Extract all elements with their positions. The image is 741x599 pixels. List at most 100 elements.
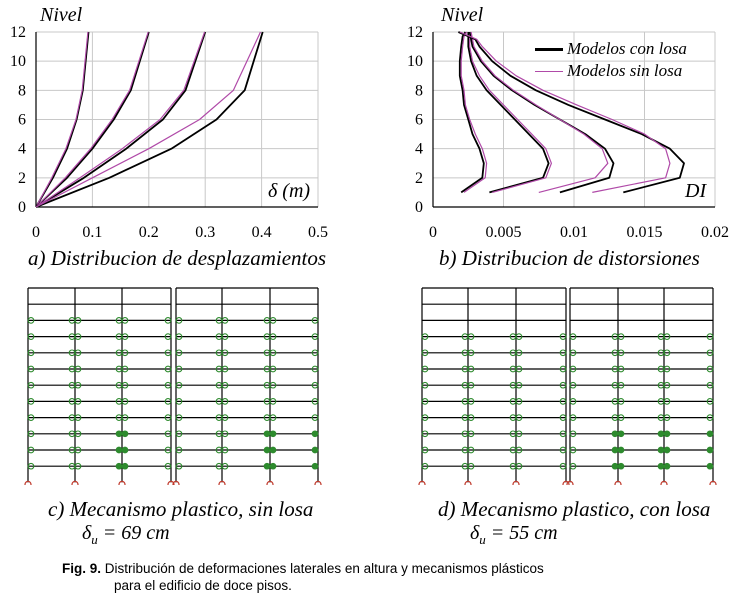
plastic-hinge bbox=[74, 349, 82, 357]
plastic-hinge bbox=[467, 398, 475, 405]
y-tick-label: 8 bbox=[415, 82, 423, 99]
series-line-sin-losa bbox=[35, 31, 206, 208]
plastic-hinge bbox=[27, 414, 35, 421]
plastic-hinge bbox=[421, 333, 429, 340]
x-tick-label: 0 bbox=[429, 224, 437, 241]
plastic-hinge bbox=[175, 317, 183, 324]
plastic-hinge bbox=[706, 398, 714, 405]
series-line-sin-losa bbox=[460, 31, 488, 193]
plastic-hinge bbox=[221, 462, 229, 470]
plastic-hinge bbox=[74, 446, 82, 454]
plastic-hinge bbox=[421, 446, 429, 454]
y-tick-label: 2 bbox=[18, 170, 26, 187]
series-line-con-losa bbox=[35, 31, 150, 208]
plastic-hinge bbox=[164, 430, 172, 438]
base-hinge bbox=[266, 480, 274, 485]
plastic-hinge bbox=[515, 349, 523, 357]
plastic-hinge bbox=[175, 414, 183, 421]
legend-swatch-con-losa bbox=[535, 47, 563, 51]
plastic-hinge bbox=[311, 381, 319, 389]
base-hinge bbox=[566, 480, 574, 485]
plastic-hinge bbox=[663, 462, 671, 470]
plastic-hinge bbox=[164, 446, 172, 454]
plastic-hinge bbox=[569, 462, 577, 470]
plastic-hinge bbox=[74, 365, 82, 373]
plastic-hinge bbox=[221, 398, 229, 405]
plastic-hinge bbox=[311, 414, 319, 421]
plastic-hinge bbox=[269, 365, 277, 373]
plastic-hinge bbox=[164, 333, 172, 340]
x-tick-label: 0 bbox=[32, 224, 40, 241]
plastic-hinge bbox=[175, 430, 183, 438]
plastic-hinge bbox=[569, 333, 577, 340]
y-tick-label: 10 bbox=[407, 53, 423, 70]
plastic-hinge bbox=[657, 430, 665, 438]
plastic-hinge bbox=[663, 398, 671, 405]
plastic-hinge bbox=[164, 381, 172, 389]
delta-symbol: δ bbox=[470, 522, 480, 544]
base-hinge bbox=[709, 480, 717, 485]
figure-caption-text: Distribución de deformaciones laterales … bbox=[101, 561, 544, 576]
plastic-hinge bbox=[515, 398, 523, 405]
mechanism-c-caption: c) Mecanismo plastico, sin losa bbox=[48, 497, 314, 521]
plastic-hinge bbox=[559, 414, 567, 421]
x-tick-label: 0.5 bbox=[308, 224, 328, 241]
plastic-hinge bbox=[467, 414, 475, 421]
figure-caption-line1: Fig. 9. Distribución de deformaciones la… bbox=[62, 560, 544, 577]
plastic-hinge bbox=[115, 430, 123, 438]
plastic-hinge bbox=[421, 381, 429, 389]
series-line-sin-losa bbox=[35, 31, 262, 208]
x-tick-label: 0.02 bbox=[701, 224, 729, 241]
plastic-hinge bbox=[559, 333, 567, 340]
plastic-hinge bbox=[164, 317, 172, 324]
plastic-hinge bbox=[121, 365, 129, 373]
y-tick-label: 2 bbox=[415, 170, 423, 187]
y-tick-label: 8 bbox=[18, 82, 26, 99]
plastic-hinge bbox=[663, 365, 671, 373]
plastic-hinge bbox=[221, 381, 229, 389]
plastic-hinge bbox=[559, 430, 567, 438]
y-tick-label: 6 bbox=[415, 112, 423, 129]
plastic-hinge bbox=[175, 333, 183, 340]
series-line-sin-losa bbox=[469, 32, 552, 193]
plastic-hinge bbox=[421, 365, 429, 373]
plastic-hinge bbox=[421, 414, 429, 421]
delta-subscript: u bbox=[479, 532, 486, 547]
plastic-hinge bbox=[663, 446, 671, 454]
plastic-hinge bbox=[421, 349, 429, 357]
plastic-hinge bbox=[617, 333, 625, 340]
legend-label-con-losa: Modelos con losa bbox=[567, 39, 687, 58]
plastic-hinge bbox=[175, 381, 183, 389]
plastic-hinge bbox=[269, 414, 277, 421]
plastic-hinge bbox=[121, 446, 129, 454]
base-hinge bbox=[118, 480, 126, 485]
y-tick-label: 4 bbox=[415, 141, 423, 158]
plastic-hinge bbox=[559, 365, 567, 373]
plastic-hinge bbox=[706, 414, 714, 421]
chart-b-xlabel: DI bbox=[685, 180, 707, 202]
plastic-hinge bbox=[263, 430, 271, 438]
plastic-hinge bbox=[559, 349, 567, 357]
plastic-hinge bbox=[175, 398, 183, 405]
plastic-hinge bbox=[617, 381, 625, 389]
plastic-hinge bbox=[617, 430, 625, 438]
plastic-hinge bbox=[663, 349, 671, 357]
x-tick-label: 0.01 bbox=[560, 224, 588, 241]
series-line-con-losa bbox=[35, 31, 207, 208]
plastic-hinge bbox=[74, 381, 82, 389]
plastic-hinge bbox=[121, 381, 129, 389]
plastic-hinge bbox=[311, 446, 319, 454]
plastic-hinge bbox=[569, 365, 577, 373]
plastic-hinge bbox=[74, 462, 82, 470]
plastic-hinge bbox=[27, 333, 35, 340]
plastic-hinge bbox=[515, 414, 523, 421]
plastic-hinge bbox=[611, 446, 619, 454]
plastic-hinge bbox=[221, 317, 229, 324]
plastic-hinge bbox=[164, 462, 172, 470]
delta-value: = 69 cm bbox=[97, 522, 170, 544]
plastic-hinge bbox=[467, 365, 475, 373]
base-hinge bbox=[71, 480, 79, 485]
series-line-sin-losa bbox=[459, 31, 671, 193]
mechanism-d-delta: δu = 55 cm bbox=[470, 522, 558, 548]
plastic-hinge bbox=[515, 462, 523, 470]
